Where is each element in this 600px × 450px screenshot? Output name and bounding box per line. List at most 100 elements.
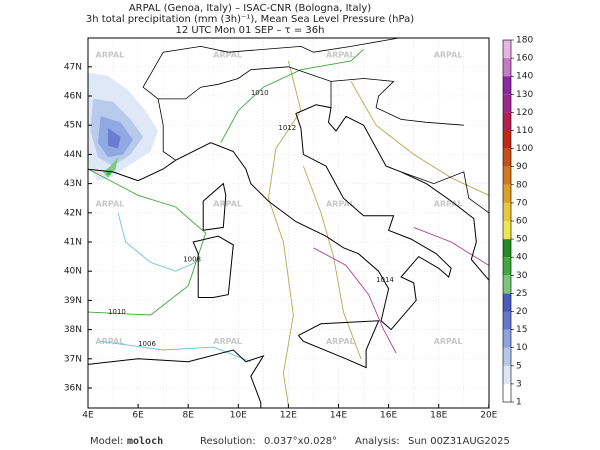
header-line: 12 UTC Mon 01 SEP – τ = 36h <box>176 25 325 36</box>
lon-tick-label: 10E <box>230 411 247 421</box>
lat-tick-label: 46N <box>64 92 82 102</box>
lon-tick-label: 16E <box>380 411 397 421</box>
lon-tick-label: 18E <box>430 411 447 421</box>
colorbar-label: 110 <box>516 126 533 136</box>
colorbar-label: 40 <box>516 253 528 263</box>
colorbar-label: 5 <box>516 361 522 371</box>
colorbar-swatch <box>503 76 511 95</box>
watermark: ARPAL <box>96 51 125 60</box>
coastline <box>192 235 234 298</box>
coastline <box>88 349 265 408</box>
lat-tick-label: 39N <box>64 296 82 306</box>
lat-tick-label: 44N <box>64 150 82 160</box>
colorbar-swatch <box>503 257 511 276</box>
lat-tick-label: 38N <box>64 325 82 335</box>
isobar <box>117 212 196 272</box>
watermark: ARPAL <box>96 337 125 346</box>
colorbar-swatch <box>503 130 511 149</box>
watermark: ARPAL <box>213 51 242 60</box>
colorbar-label: 160 <box>516 54 533 64</box>
lat-tick-label: 43N <box>64 179 82 189</box>
colorbar-label: 1 <box>516 398 522 408</box>
footer-label: Model: <box>90 436 123 447</box>
border <box>228 38 402 53</box>
watermark: ARPAL <box>213 200 242 209</box>
colorbar-swatch <box>503 293 511 312</box>
watermark: ARPAL <box>434 200 463 209</box>
isobar <box>220 48 364 143</box>
colorbar-label: 20 <box>516 307 528 317</box>
colorbar-swatch <box>503 365 511 384</box>
colorbar-label: 30 <box>516 271 528 281</box>
precip-area <box>105 169 111 175</box>
colorbar-label: 60 <box>516 217 528 227</box>
colorbar-swatch <box>503 221 511 240</box>
watermark: ARPAL <box>434 337 463 346</box>
lat-tick-label: 45N <box>64 121 82 131</box>
colorbar-label: 90 <box>516 162 528 172</box>
colorbar-swatch <box>503 112 511 131</box>
colorbar-swatch <box>503 40 511 59</box>
lon-tick-label: 4E <box>82 411 94 421</box>
watermark: ARPAL <box>326 337 355 346</box>
isobar-label: 1012 <box>278 124 296 132</box>
watermark: ARPAL <box>434 51 463 60</box>
isobar <box>350 81 489 196</box>
colorbar-label: 100 <box>516 144 533 154</box>
lon-tick-label: 6E <box>132 411 144 421</box>
isobar-label: 1010 <box>251 89 269 97</box>
colorbar-label: 80 <box>516 180 528 190</box>
colorbar-swatch <box>503 184 511 203</box>
watermark: ARPAL <box>326 51 355 60</box>
colorbar-swatch <box>503 311 511 330</box>
colorbar-swatch <box>503 148 511 167</box>
footer-value: 0.037°x0.028° <box>264 436 337 447</box>
map-area: ARPAL ARPAL ARPAL ARPAL ARPAL ARPAL ARPAL ARPAL… <box>88 38 489 408</box>
colorbar-swatch <box>503 329 511 348</box>
isobar <box>88 168 207 316</box>
lon-tick-label: 12E <box>280 411 297 421</box>
isobar <box>313 247 397 354</box>
colorbar-swatch <box>503 202 511 221</box>
colorbar-swatch <box>503 347 511 366</box>
colorbar-swatch <box>503 275 511 294</box>
map-frame <box>87 37 490 409</box>
colorbar-swatch <box>503 383 511 402</box>
footer-value: moloch <box>127 436 163 447</box>
isobar-label: 1006 <box>138 340 156 348</box>
footer-label: Analysis: <box>355 436 400 447</box>
isobar <box>267 60 302 406</box>
colorbar-swatch <box>503 239 511 258</box>
coastline <box>88 104 489 331</box>
watermark: ARPAL <box>213 337 242 346</box>
colorbar-swatch <box>503 58 511 77</box>
border <box>142 45 229 100</box>
header-line: ARPAL (Genoa, Italy) – ISAC-CNR (Bologna… <box>129 3 371 14</box>
isobar-label: 1008 <box>183 256 201 264</box>
colorbar-swatch <box>503 94 511 113</box>
coastline <box>202 182 227 231</box>
lat-tick-label: 47N <box>64 62 82 72</box>
footer-value: Sun 00Z31AUG2025 <box>408 436 510 447</box>
colorbar-label: 140 <box>516 72 533 82</box>
lat-tick-label: 42N <box>64 208 82 218</box>
lat-tick-label: 40N <box>64 267 82 277</box>
lon-tick-label: 8E <box>182 411 194 421</box>
isobar <box>100 340 251 363</box>
colorbar: 1 3 5 10 15 20 25 30 40 50 60 70 80 90 100 110 120 130 140… <box>502 36 533 408</box>
isobar-label: 1014 <box>376 276 394 284</box>
colorbar-label: 15 <box>516 325 527 335</box>
precip-area <box>103 157 119 178</box>
lat-tick-label: 37N <box>64 354 82 364</box>
colorbar-label: 130 <box>516 90 533 100</box>
border <box>400 171 489 214</box>
colorbar-label: 120 <box>516 108 533 118</box>
coastline <box>298 320 380 369</box>
border <box>330 78 464 126</box>
lat-tick-label: 41N <box>64 238 82 248</box>
colorbar-label: 10 <box>516 343 528 353</box>
lon-tick-label: 14E <box>330 411 347 421</box>
colorbar-label: 25 <box>516 289 527 299</box>
lon-tick-label: 20E <box>480 411 497 421</box>
